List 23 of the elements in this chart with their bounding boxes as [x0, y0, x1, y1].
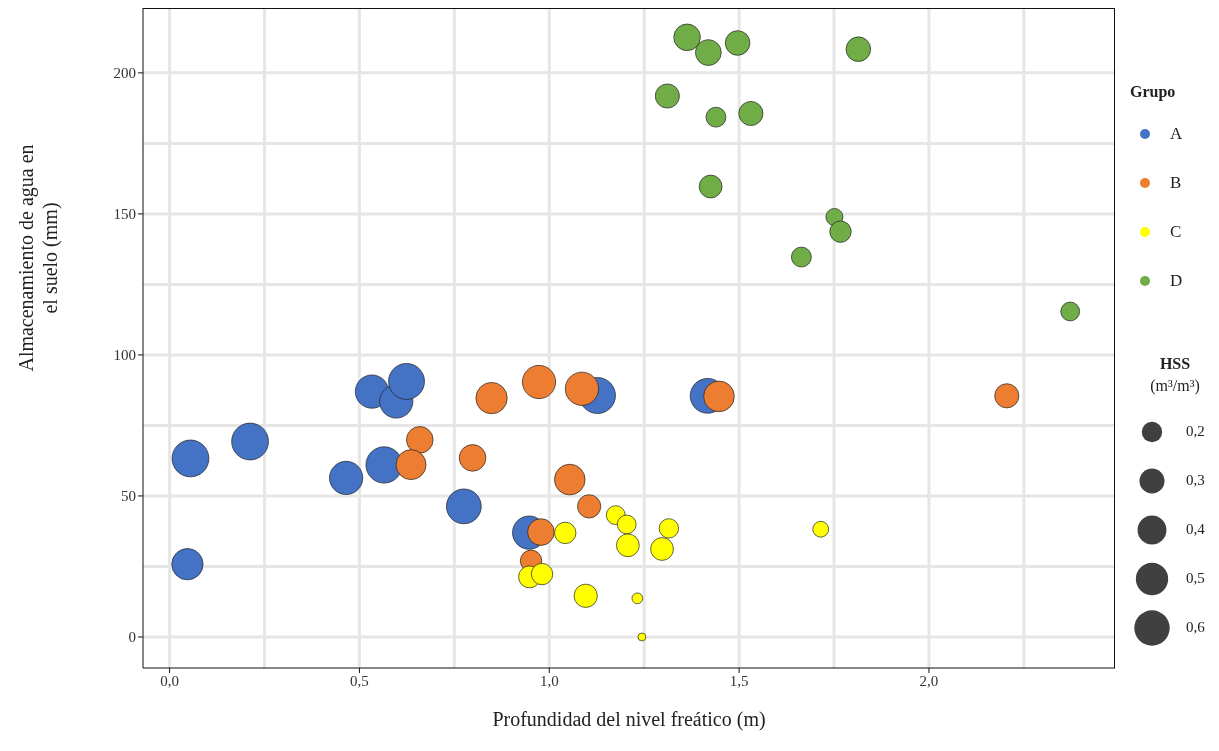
y-axis-title: Almacenamiento de agua en el suelo (mm) [14, 143, 62, 374]
x-axis-title: Profundidad del nivel freático (m) [491, 708, 767, 731]
y-tick-label: 100 [113, 347, 136, 364]
text: HSS (m³/m³) [1149, 354, 1201, 397]
y-tick-label: 200 [113, 65, 136, 82]
legend-label: D [1170, 270, 1183, 291]
y-tick-label: 0 [128, 629, 136, 646]
x-tick-label: 1,5 [729, 672, 749, 689]
y-tick-label: 50 [121, 488, 136, 505]
legend-label: 0,2 [1186, 423, 1205, 440]
x-tick-label: 0,0 [160, 672, 179, 689]
legend-label: 0,4 [1186, 521, 1205, 538]
y-tick-label: 150 [113, 206, 136, 223]
x-tick-label: 0,5 [350, 672, 369, 689]
legend-label: A [1170, 123, 1183, 144]
legend-label: C [1170, 221, 1182, 242]
legend-label: 0,5 [1186, 570, 1205, 587]
legend-label: B [1170, 172, 1182, 193]
legend-title: Grupo [1130, 83, 1177, 101]
legend-label: 0,3 [1186, 472, 1205, 489]
legend-label: 0,6 [1186, 619, 1205, 636]
x-tick-label: 1,0 [539, 672, 559, 689]
x-tick-label: 2,0 [919, 672, 939, 689]
